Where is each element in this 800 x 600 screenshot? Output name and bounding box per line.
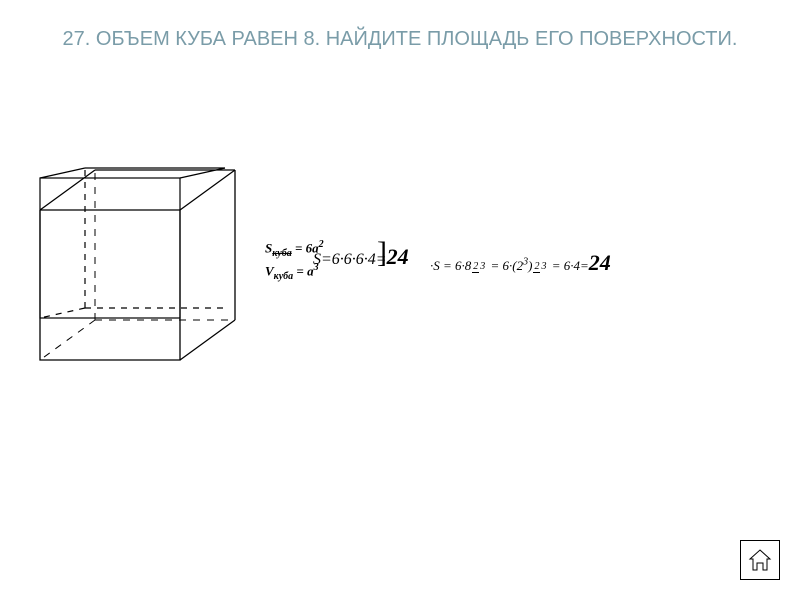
calc-overlay-1: S=6·6·6·4=24: [313, 244, 409, 270]
calc-overlay-2: ·S = 6·823 = 6·(23)23 = 6·4=24: [430, 250, 611, 276]
home-icon[interactable]: [740, 540, 780, 580]
bracket: ]: [377, 236, 387, 270]
problem-title: 27. ОБЪЕМ КУБА РАВЕН 8. НАЙДИТЕ ПЛОЩАДЬ …: [0, 0, 800, 53]
cube-figure: [35, 160, 245, 375]
formula-block: Sкуба = 6a2 Vкуба = a3 S=6·6·6·4=24 ·S =…: [265, 238, 324, 284]
